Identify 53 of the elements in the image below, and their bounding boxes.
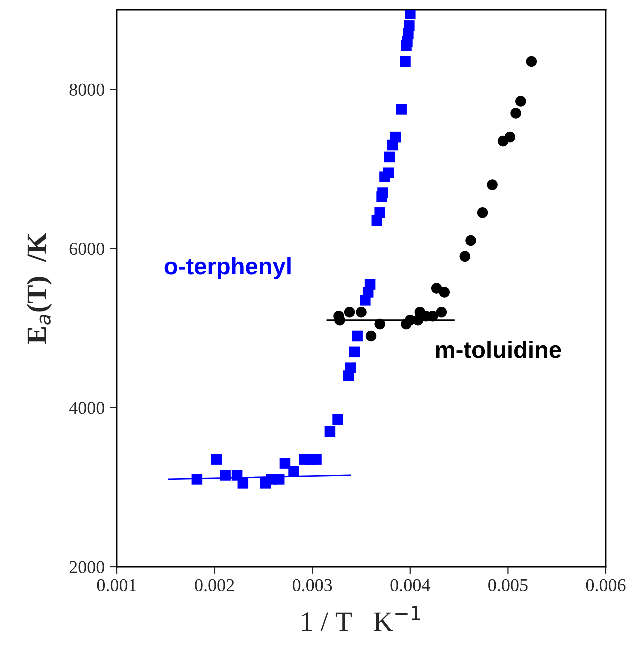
x-axis-title: 1 / T K$^{−1}$ [302, 606, 420, 632]
point [390, 132, 402, 143]
point [400, 56, 411, 68]
point [487, 180, 498, 190]
point [510, 108, 522, 119]
text: o-terphenyl [164, 257, 291, 280]
x-tick-label: 0.001 [97, 579, 136, 592]
x-tick-label: 0.004 [390, 579, 430, 592]
point [352, 330, 363, 342]
point [526, 56, 538, 68]
point [374, 318, 386, 330]
point [439, 287, 450, 298]
point [431, 283, 442, 294]
point [349, 346, 360, 358]
point [378, 188, 388, 198]
y-tick-label: 4000 [69, 402, 105, 414]
point [345, 362, 356, 374]
point [324, 426, 336, 438]
point [404, 20, 415, 32]
x-tick-label: 0.002 [195, 579, 234, 592]
series-label: m-toluidine [436, 340, 562, 358]
point [288, 466, 300, 477]
x-tick-label: 0.006 [586, 579, 626, 592]
point [516, 96, 526, 107]
y-tick-label: 8000 [70, 84, 105, 96]
point [280, 458, 291, 469]
point [211, 454, 222, 465]
point [238, 478, 249, 489]
point [332, 414, 344, 426]
point [274, 474, 285, 485]
point [192, 474, 203, 485]
point [344, 306, 356, 318]
point [466, 235, 476, 246]
y-tick-label: 2000 [70, 561, 105, 574]
point [366, 330, 377, 342]
point [405, 10, 416, 20]
y-axis-title: E$_{a}$(T) /K [26, 232, 52, 344]
point [384, 168, 394, 178]
x-tick-label: 0.003 [292, 579, 332, 592]
point [477, 208, 488, 218]
point [396, 104, 407, 115]
point [504, 132, 516, 143]
point [311, 454, 322, 465]
point [384, 152, 396, 163]
point [356, 306, 367, 318]
point [436, 306, 448, 318]
point [374, 208, 386, 218]
point [460, 251, 471, 262]
x-tick-label: 0.005 [488, 579, 528, 592]
point [428, 310, 438, 322]
y-tick-label: 6000 [70, 242, 105, 256]
point [364, 279, 376, 290]
point [220, 470, 231, 481]
